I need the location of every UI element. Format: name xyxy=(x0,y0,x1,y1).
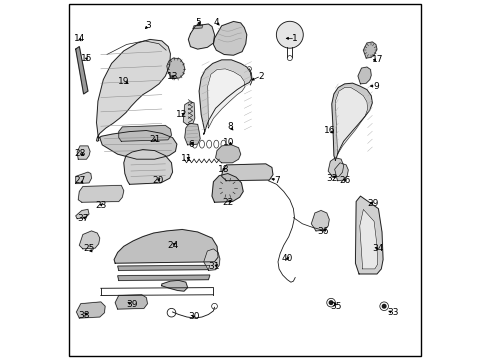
Text: 7: 7 xyxy=(274,176,280,185)
Polygon shape xyxy=(335,87,368,154)
Polygon shape xyxy=(335,163,348,181)
Polygon shape xyxy=(167,58,185,79)
Polygon shape xyxy=(118,275,210,280)
Polygon shape xyxy=(118,265,210,270)
Text: 12: 12 xyxy=(176,110,187,119)
Polygon shape xyxy=(214,22,247,55)
Circle shape xyxy=(329,301,333,305)
Polygon shape xyxy=(97,40,171,141)
Polygon shape xyxy=(332,83,372,160)
Text: 5: 5 xyxy=(196,18,201,27)
Text: 6: 6 xyxy=(188,140,194,149)
Polygon shape xyxy=(193,25,203,29)
Text: 17: 17 xyxy=(372,55,384,64)
Text: 4: 4 xyxy=(214,18,219,27)
Text: 9: 9 xyxy=(373,82,379,91)
Polygon shape xyxy=(124,149,172,184)
Text: 33: 33 xyxy=(387,308,398,317)
Text: 20: 20 xyxy=(152,176,164,185)
Text: 3: 3 xyxy=(146,21,151,30)
Text: 31: 31 xyxy=(209,262,221,271)
Polygon shape xyxy=(162,280,188,291)
Text: 22: 22 xyxy=(222,198,233,207)
Text: 37: 37 xyxy=(77,214,89,223)
Polygon shape xyxy=(358,67,371,84)
Polygon shape xyxy=(119,126,172,141)
Text: 21: 21 xyxy=(149,135,160,144)
Text: 38: 38 xyxy=(78,311,89,320)
Text: 27: 27 xyxy=(74,176,86,185)
Text: 19: 19 xyxy=(119,77,130,86)
Polygon shape xyxy=(328,158,343,177)
Polygon shape xyxy=(199,60,251,134)
Text: 26: 26 xyxy=(340,176,351,185)
Text: 28: 28 xyxy=(74,149,86,158)
Polygon shape xyxy=(76,46,88,94)
Text: 10: 10 xyxy=(223,138,235,147)
Polygon shape xyxy=(79,231,100,249)
Text: 40: 40 xyxy=(282,255,293,264)
Circle shape xyxy=(89,310,91,312)
Circle shape xyxy=(82,310,85,312)
Polygon shape xyxy=(364,42,377,58)
Circle shape xyxy=(382,305,386,308)
Text: 23: 23 xyxy=(95,201,106,210)
Polygon shape xyxy=(188,24,215,49)
Text: 25: 25 xyxy=(83,244,95,253)
Polygon shape xyxy=(77,146,90,159)
Text: 36: 36 xyxy=(318,228,329,237)
Text: 8: 8 xyxy=(227,122,233,131)
Text: 16: 16 xyxy=(323,126,335,135)
Text: 2: 2 xyxy=(258,72,264,81)
Text: 1: 1 xyxy=(293,34,298,43)
Polygon shape xyxy=(212,174,243,202)
Polygon shape xyxy=(76,172,92,184)
Text: 15: 15 xyxy=(81,54,92,63)
Polygon shape xyxy=(114,229,218,263)
Polygon shape xyxy=(204,249,220,270)
Text: 39: 39 xyxy=(126,300,138,309)
Text: 30: 30 xyxy=(188,312,200,321)
Polygon shape xyxy=(360,210,378,269)
Text: 13: 13 xyxy=(167,72,178,81)
Text: 11: 11 xyxy=(181,154,193,163)
Polygon shape xyxy=(221,164,273,181)
Polygon shape xyxy=(311,211,329,231)
Text: 34: 34 xyxy=(372,244,383,253)
Polygon shape xyxy=(355,196,383,274)
Text: 29: 29 xyxy=(368,199,379,208)
Polygon shape xyxy=(208,69,245,128)
Polygon shape xyxy=(183,102,195,125)
Polygon shape xyxy=(185,123,200,145)
Circle shape xyxy=(95,310,97,312)
Polygon shape xyxy=(76,302,105,318)
Polygon shape xyxy=(76,210,89,219)
Ellipse shape xyxy=(276,21,303,48)
Polygon shape xyxy=(115,295,147,309)
Polygon shape xyxy=(216,145,241,163)
Text: 32: 32 xyxy=(326,174,338,183)
Text: 18: 18 xyxy=(218,165,229,174)
Text: 14: 14 xyxy=(74,34,85,43)
Polygon shape xyxy=(78,185,124,202)
Polygon shape xyxy=(98,131,177,159)
Text: 24: 24 xyxy=(167,241,178,250)
Text: 35: 35 xyxy=(331,302,342,311)
